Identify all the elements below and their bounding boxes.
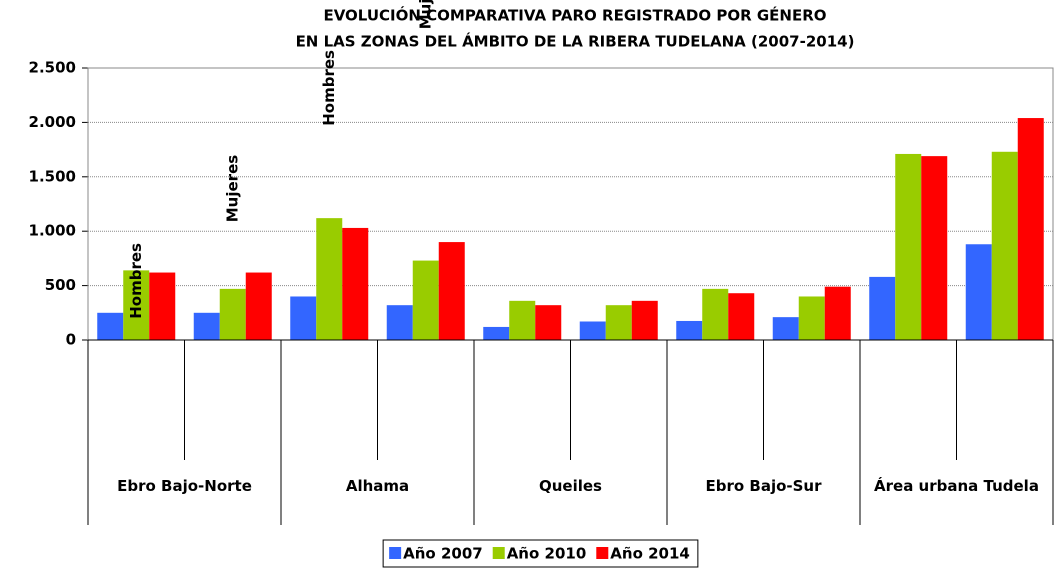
bar bbox=[386, 305, 413, 340]
bar bbox=[193, 312, 220, 340]
x-tick-label: Mujeres bbox=[416, 0, 434, 29]
y-tick-label: 2.500 bbox=[29, 59, 76, 77]
bar bbox=[895, 153, 922, 340]
legend-swatch bbox=[596, 547, 609, 559]
bar bbox=[605, 305, 632, 340]
bar bbox=[728, 293, 755, 340]
bar bbox=[290, 296, 317, 340]
legend-label: Año 2010 bbox=[507, 545, 587, 563]
bar bbox=[438, 242, 465, 340]
legend-label: Año 2007 bbox=[403, 545, 483, 563]
bar bbox=[631, 300, 658, 340]
bar bbox=[97, 312, 124, 340]
legend-swatch bbox=[492, 547, 505, 559]
y-tick-label: 1.500 bbox=[29, 167, 76, 185]
chart-title: EVOLUCIÓN COMPARATIVA PARO REGISTRADO PO… bbox=[323, 6, 826, 25]
bar bbox=[965, 244, 992, 340]
group-label: Ebro Bajo-Sur bbox=[705, 477, 822, 495]
bar bbox=[702, 288, 729, 340]
y-tick-label: 1.000 bbox=[29, 222, 76, 240]
bar bbox=[921, 156, 948, 340]
legend-box bbox=[382, 539, 699, 568]
y-tick-label: 2.000 bbox=[29, 113, 76, 131]
y-tick-label: 0 bbox=[66, 331, 76, 349]
legend-label: Año 2014 bbox=[610, 545, 690, 563]
bar bbox=[772, 317, 799, 340]
y-tick-label: 500 bbox=[45, 276, 76, 294]
bar bbox=[535, 305, 562, 340]
bar bbox=[149, 272, 176, 340]
group-label: Queiles bbox=[539, 477, 602, 495]
bar bbox=[316, 218, 343, 340]
x-tick-label: Hombres bbox=[127, 243, 145, 319]
bar bbox=[219, 288, 246, 340]
group-label: Área urbana Tudela bbox=[874, 477, 1039, 495]
bar bbox=[869, 276, 896, 340]
bar bbox=[676, 320, 703, 340]
bar bbox=[483, 326, 510, 340]
bar bbox=[123, 270, 150, 340]
x-tick-label: Mujeres bbox=[223, 155, 241, 222]
group-label: Ebro Bajo-Norte bbox=[117, 477, 252, 495]
bar bbox=[412, 260, 439, 340]
bar bbox=[1017, 118, 1044, 340]
chart-title: EN LAS ZONAS DEL ÁMBITO DE LA RIBERA TUD… bbox=[296, 32, 855, 51]
bar bbox=[509, 300, 536, 340]
bar bbox=[824, 286, 851, 340]
bar bbox=[579, 321, 606, 340]
x-tick-label: Hombres bbox=[320, 50, 338, 126]
bar bbox=[991, 151, 1018, 340]
bar bbox=[798, 296, 825, 340]
group-label: Alhama bbox=[345, 477, 410, 495]
bar bbox=[342, 227, 369, 340]
legend-swatch bbox=[389, 547, 402, 559]
bar bbox=[245, 272, 272, 340]
